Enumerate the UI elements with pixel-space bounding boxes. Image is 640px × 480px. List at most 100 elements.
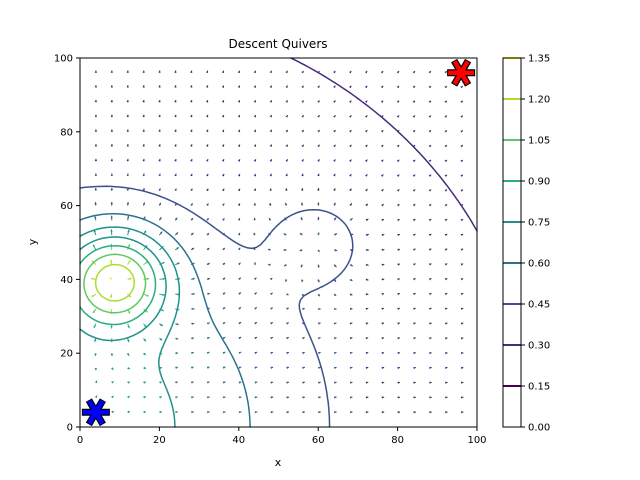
quiver-arrow [174, 246, 180, 251]
quiver-arrow [221, 114, 225, 118]
quiver-arrow [254, 307, 258, 310]
quiver-arrow [397, 292, 401, 296]
quiver-arrow [318, 322, 321, 325]
quiver-arrow [237, 203, 241, 206]
quiver-arrow [349, 264, 354, 267]
quiver-arrow [365, 322, 369, 325]
quiver-arrow [460, 85, 464, 89]
quiver-arrow [190, 173, 193, 177]
quiver-arrow [301, 85, 304, 89]
quiver-arrow [460, 263, 464, 266]
quiver-arrow [190, 366, 194, 369]
quiver-arrow [222, 396, 226, 399]
quiver-arrow [174, 144, 177, 147]
quiver-arrow [444, 248, 448, 251]
quiver-arrow [175, 366, 178, 369]
y-tick-label: 40 [60, 275, 73, 286]
quiver-arrow [191, 337, 195, 340]
contour-line [79, 213, 251, 428]
y-tick-label: 0 [67, 423, 73, 434]
quiver-arrow [349, 203, 353, 206]
quiver-arrow [237, 217, 241, 221]
quiver-arrow [317, 202, 320, 206]
quiver-arrow [237, 129, 241, 133]
quiver-arrow [413, 263, 416, 266]
quiver-field [90, 70, 464, 414]
quiver-arrow [381, 366, 385, 370]
quiver-arrow [381, 337, 385, 340]
quiver-arrow [142, 99, 145, 103]
quiver-arrow [349, 217, 353, 221]
x-tick-label: 0 [77, 435, 83, 446]
quiver-arrow [126, 144, 129, 147]
quiver-arrow [333, 70, 336, 74]
quiver-arrow [444, 233, 448, 237]
quiver-arrow [222, 366, 226, 369]
quiver-arrow [445, 352, 448, 355]
quiver-arrow [299, 249, 303, 252]
quiver-arrow [349, 173, 352, 177]
quiver-arrow [253, 203, 256, 206]
quiver-arrow [381, 203, 385, 207]
quiver-arrow [253, 173, 257, 177]
quiver-arrow [444, 292, 448, 296]
quiver-arrow [283, 248, 287, 252]
quiver-arrow [460, 233, 464, 237]
quiver-arrow [90, 277, 96, 281]
quiver-arrow [413, 351, 416, 355]
quiver-arrow [206, 322, 210, 325]
quiver-arrow [317, 159, 320, 162]
quiver-arrow [412, 85, 416, 89]
quiver-arrow [397, 307, 401, 310]
quiver-arrow [349, 366, 353, 370]
quiver-arrow [444, 159, 448, 163]
quiver-arrow [205, 99, 209, 103]
quiver-arrow [254, 351, 258, 355]
plot-frame [79, 57, 478, 428]
quiver-arrow [158, 70, 161, 73]
quiver-arrow [429, 381, 432, 384]
contour-line [79, 185, 354, 428]
quiver-arrow [175, 410, 178, 414]
quiver-arrow [428, 159, 432, 163]
quiver-arrow [158, 202, 162, 206]
contour-line [79, 236, 167, 342]
quiver-arrow [94, 144, 98, 147]
quiver-arrow [460, 129, 464, 133]
quiver-arrow [380, 144, 384, 148]
quiver-arrow [428, 203, 432, 207]
quiver-arrow [221, 144, 225, 147]
quiver-arrow [191, 277, 195, 281]
quiver-arrow [461, 396, 464, 399]
quiver-arrow [460, 337, 464, 340]
quiver-arrow [221, 173, 225, 177]
quiver-arrow [380, 129, 384, 133]
quiver-arrow [302, 411, 305, 414]
quiver-arrow [94, 85, 98, 88]
quiver-arrow [127, 259, 132, 265]
colorbar-tick-label: 0.45 [528, 300, 550, 311]
quiver-arrow [206, 410, 210, 414]
quiver-arrow [222, 410, 226, 414]
quiver-arrow [349, 278, 353, 282]
goal-marker [447, 58, 476, 87]
quiver-arrow [460, 248, 464, 251]
quiver-arrow [429, 411, 432, 414]
quiver-arrow [302, 351, 305, 355]
quiver-arrow [460, 115, 464, 118]
quiver-arrow [222, 307, 226, 310]
quiver-arrow [285, 70, 288, 74]
quiver-arrow [396, 70, 400, 74]
colorbar-tick-label: 0.30 [528, 341, 550, 352]
quiver-arrow [300, 264, 303, 268]
quiver-arrow [318, 337, 321, 340]
quiver-arrow [460, 159, 464, 163]
quiver-arrow [285, 188, 288, 191]
quiver-arrow [317, 293, 321, 297]
quiver-arrow [159, 231, 163, 236]
quiver-arrow [318, 366, 321, 370]
quiver-arrow [397, 337, 401, 340]
quiver-arrow [429, 292, 432, 296]
quiver-arrow [317, 187, 320, 191]
